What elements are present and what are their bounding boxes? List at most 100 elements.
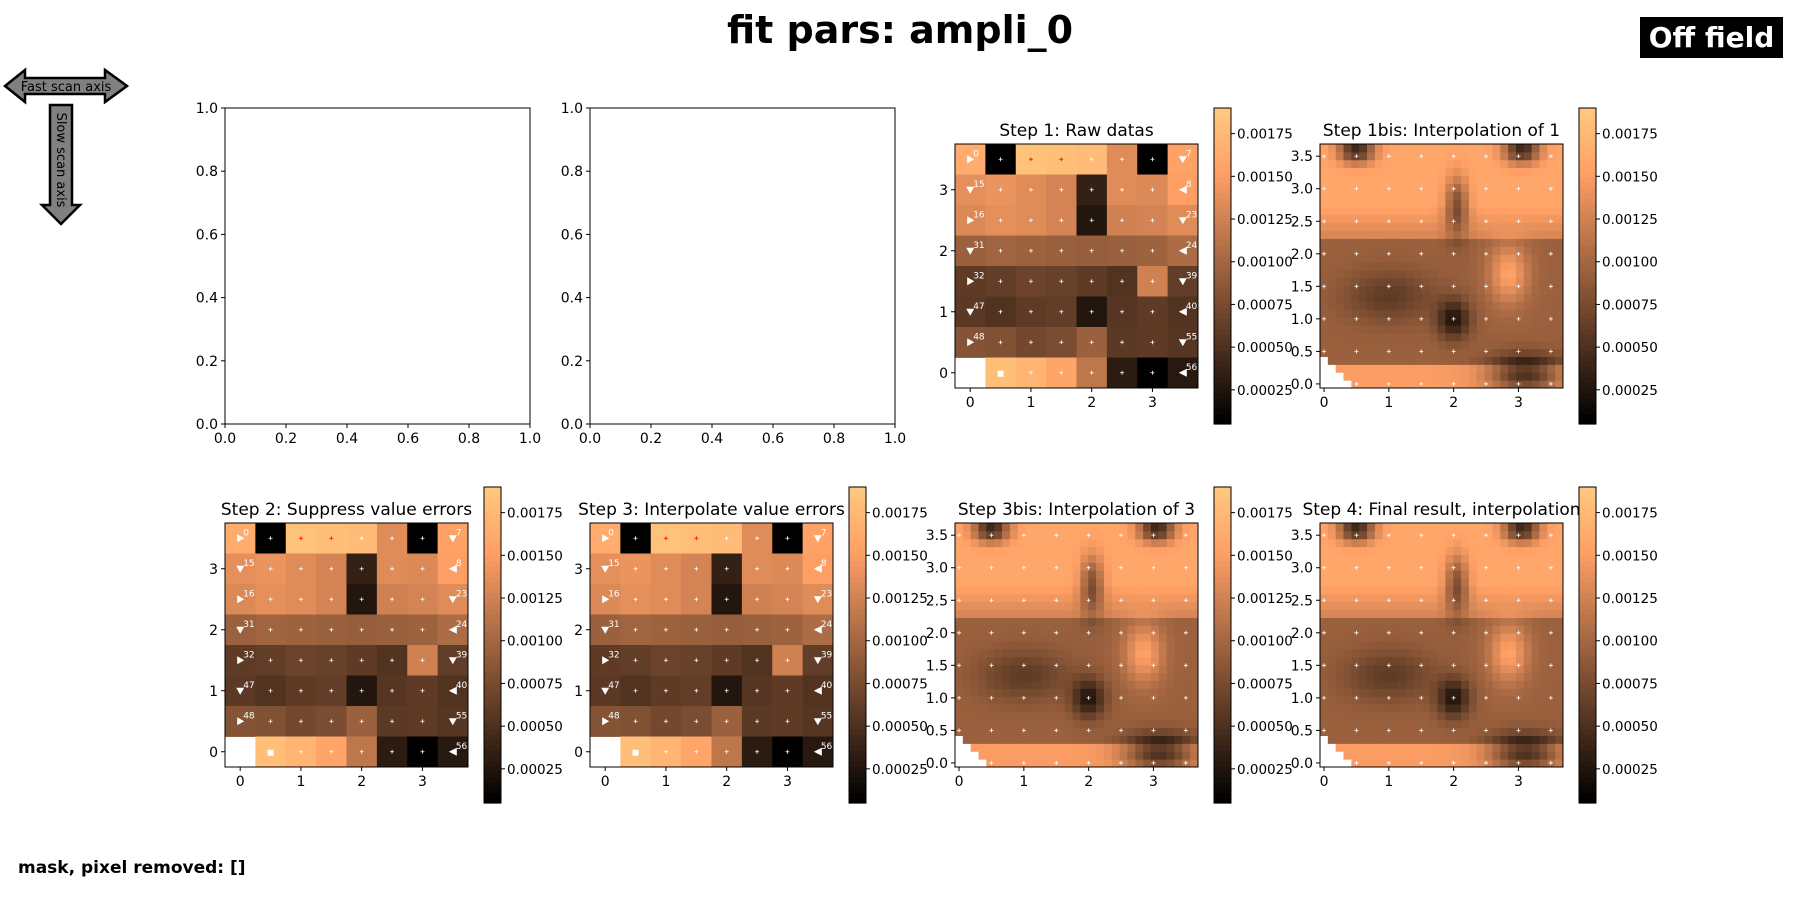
interp-cell bbox=[1555, 656, 1564, 666]
sample-marker bbox=[1419, 284, 1424, 289]
colorbar-segment bbox=[1579, 739, 1596, 746]
interp-cell bbox=[1398, 325, 1407, 334]
interp-cell bbox=[1492, 159, 1501, 169]
y-tick-label: 2.5 bbox=[926, 593, 948, 609]
interp-cell bbox=[978, 735, 987, 744]
interp-cell bbox=[1461, 222, 1470, 232]
interp-cell bbox=[1453, 562, 1462, 571]
interp-cell bbox=[1351, 144, 1360, 153]
sample-marker bbox=[1322, 695, 1327, 700]
colorbar-segment bbox=[1579, 113, 1596, 120]
interp-cell bbox=[1111, 680, 1121, 689]
interp-cell bbox=[1531, 570, 1540, 579]
interp-cell bbox=[1351, 175, 1360, 184]
sample-marker bbox=[1419, 316, 1424, 321]
interp-cell bbox=[1158, 609, 1168, 618]
axes-frame bbox=[954, 522, 1199, 768]
interp-cell bbox=[1398, 238, 1407, 247]
interp-cell bbox=[1492, 578, 1501, 587]
heatmap-cell bbox=[316, 675, 347, 707]
interp-cell bbox=[1096, 727, 1105, 737]
interp-cell bbox=[962, 530, 972, 540]
interp-cell bbox=[1515, 530, 1525, 540]
sample-marker bbox=[1119, 598, 1124, 603]
interp-cell bbox=[1508, 191, 1517, 200]
interp-cell bbox=[1555, 617, 1564, 626]
interp-cell bbox=[1182, 633, 1191, 642]
colorbar-segment bbox=[484, 739, 501, 746]
interp-cell bbox=[1476, 593, 1486, 603]
interp-cell bbox=[1143, 656, 1152, 666]
interp-cell bbox=[1461, 293, 1470, 302]
pixel-index-label: 7 bbox=[1186, 149, 1192, 159]
interp-cell bbox=[986, 688, 995, 697]
sample-marker bbox=[1484, 760, 1489, 765]
interp-cell bbox=[1335, 175, 1345, 184]
interp-cell bbox=[1390, 151, 1399, 161]
interp-cell bbox=[1111, 530, 1121, 540]
interp-cell bbox=[1335, 183, 1345, 192]
pixel-index-label: 15 bbox=[243, 559, 254, 569]
heatmap-cell bbox=[711, 736, 743, 768]
interp-cell bbox=[1437, 214, 1446, 224]
pixel-marker bbox=[359, 688, 364, 693]
interp-cell bbox=[1468, 380, 1478, 389]
interp-cell bbox=[1547, 578, 1556, 587]
pixel-index-label: 31 bbox=[243, 620, 254, 630]
interp-cell bbox=[1111, 751, 1121, 760]
interp-cell bbox=[1174, 593, 1183, 603]
interp-cell bbox=[1539, 167, 1548, 176]
interp-cell bbox=[1531, 672, 1540, 681]
interp-cell bbox=[1508, 664, 1517, 674]
interp-cell bbox=[1367, 562, 1376, 571]
colorbar-segment bbox=[1214, 150, 1231, 156]
y-tick-label: 3.5 bbox=[1291, 528, 1313, 544]
interp-cell bbox=[1421, 238, 1431, 247]
interp-cell bbox=[1484, 530, 1493, 540]
interp-cell bbox=[1111, 743, 1121, 752]
heatmap-cell bbox=[681, 584, 712, 615]
colorbar-segment bbox=[1579, 239, 1596, 246]
interp-cell bbox=[1382, 585, 1392, 595]
pixel-index-label: 0 bbox=[608, 528, 614, 538]
colorbar-segment bbox=[1214, 681, 1231, 688]
heatmap-cell bbox=[316, 523, 347, 554]
heatmap-cell bbox=[1015, 266, 1047, 297]
heatmap-cell bbox=[1046, 296, 1077, 328]
interp-cell bbox=[1041, 562, 1050, 571]
heatmap-cell bbox=[955, 205, 986, 236]
interp-cell bbox=[1484, 246, 1493, 255]
interp-cell bbox=[1025, 680, 1034, 689]
sample-marker bbox=[1386, 760, 1391, 765]
interp-cell bbox=[1367, 554, 1376, 563]
interp-cell bbox=[1343, 277, 1352, 287]
interp-cell bbox=[1064, 759, 1074, 768]
interp-cell bbox=[1547, 317, 1556, 326]
interp-cell bbox=[994, 704, 1003, 713]
interp-cell bbox=[1374, 641, 1384, 650]
interp-cell bbox=[1166, 743, 1175, 752]
interp-cell bbox=[1547, 151, 1556, 161]
interp-cell bbox=[1049, 625, 1058, 634]
interp-cell bbox=[1445, 214, 1454, 224]
interp-cell bbox=[1367, 325, 1376, 334]
heatmap-cell bbox=[650, 584, 682, 615]
interp-cell bbox=[1390, 364, 1399, 373]
interp-cell bbox=[1484, 585, 1493, 595]
interp-cell bbox=[1406, 617, 1415, 626]
interp-cell bbox=[1500, 206, 1509, 216]
interp-cell bbox=[1523, 325, 1533, 334]
colorbar-segment bbox=[1214, 597, 1231, 604]
interp-cell bbox=[1468, 293, 1478, 302]
interp-cell bbox=[1327, 230, 1337, 239]
interp-cell bbox=[1445, 372, 1454, 381]
interp-cell bbox=[1414, 167, 1423, 176]
interp-cell bbox=[1414, 625, 1423, 634]
interp-cell bbox=[1468, 301, 1478, 310]
x-tick-label: 1 bbox=[1026, 395, 1035, 411]
interp-cell bbox=[1174, 554, 1183, 563]
interp-cell bbox=[1547, 301, 1556, 310]
pixel-marker bbox=[420, 688, 425, 693]
colorbar-segment bbox=[1214, 766, 1231, 772]
interp-cell bbox=[1555, 523, 1564, 532]
